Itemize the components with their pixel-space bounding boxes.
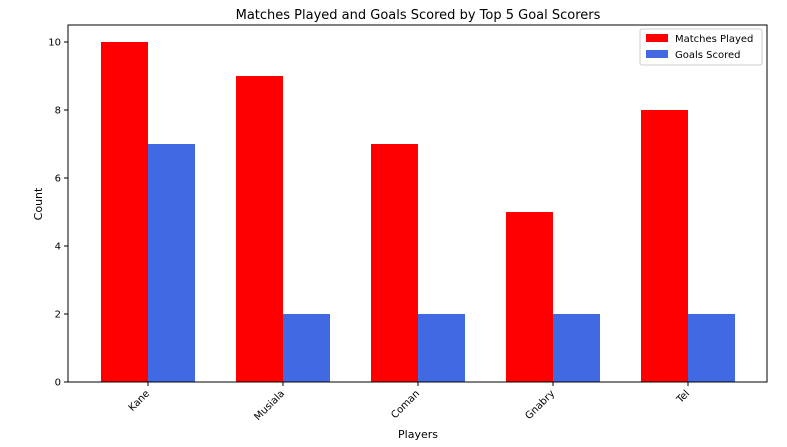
bar-matches-tel xyxy=(641,110,688,382)
y-axis-label: Count xyxy=(32,187,45,220)
legend-box xyxy=(639,28,763,66)
y-tick-label: 2 xyxy=(55,310,61,321)
bar-matches-gnabry xyxy=(506,212,553,382)
bar-goals-coman xyxy=(418,314,465,382)
bar-goals-gnabry xyxy=(553,314,600,382)
bar-goals-musiala xyxy=(283,314,330,382)
legend-label-goals: Goals Scored xyxy=(675,50,741,61)
y-axis: 0 2 4 6 8 10 xyxy=(48,38,68,389)
x-tick-label-kane: Kane xyxy=(127,388,152,413)
bar-matches-musiala xyxy=(236,76,283,382)
y-tick-label: 6 xyxy=(55,174,61,185)
y-tick-label: 4 xyxy=(55,242,61,253)
x-tick-label-tel: Tel xyxy=(674,388,692,406)
y-tick-label: 0 xyxy=(55,378,61,389)
x-tick-label-gnabry: Gnabry xyxy=(523,388,557,422)
legend-label-matches: Matches Played xyxy=(675,34,753,45)
x-tick-label-coman: Coman xyxy=(389,388,422,421)
x-axis-label: Players xyxy=(398,428,438,441)
x-axis: Kane Musiala Coman Gnabry Tel xyxy=(127,382,692,423)
legend-swatch-goals xyxy=(646,50,668,58)
bar-goals-kane xyxy=(148,144,195,382)
x-tick-label-musiala: Musiala xyxy=(252,388,287,423)
legend-swatch-matches xyxy=(646,34,668,42)
chart-title: Matches Played and Goals Scored by Top 5… xyxy=(236,8,601,23)
bar-matches-kane xyxy=(101,42,148,382)
bars-layer xyxy=(101,42,735,382)
legend: Matches Played Goals Scored xyxy=(639,28,763,66)
y-tick-label: 8 xyxy=(55,106,61,117)
bar-goals-tel xyxy=(688,314,735,382)
y-tick-label: 10 xyxy=(48,38,61,49)
bar-matches-coman xyxy=(371,144,418,382)
